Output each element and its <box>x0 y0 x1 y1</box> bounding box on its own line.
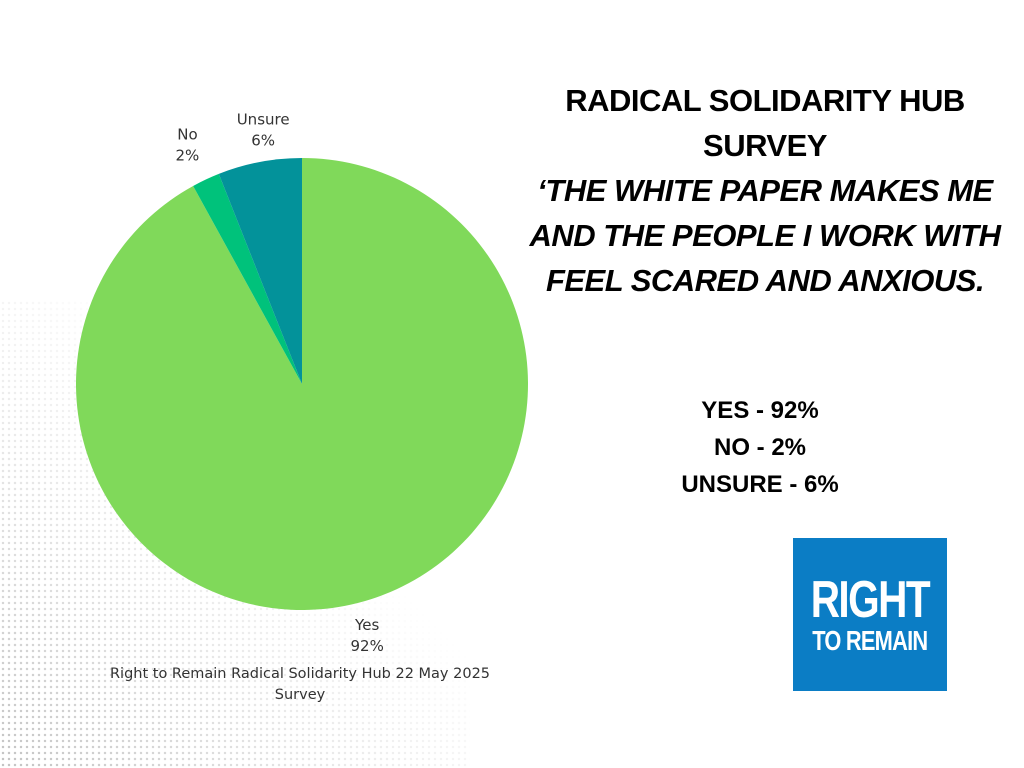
pie-label-unsure: Unsure 6% <box>237 110 290 149</box>
headline-hub-title: RADICAL SOLIDARITY HUB SURVEY <box>565 83 965 163</box>
pie-label-category: No <box>177 125 197 143</box>
pie-label-percent: 2% <box>176 146 200 164</box>
results-summary: YES - 92% NO - 2% UNSURE - 6% <box>610 392 910 503</box>
logo-line-1: RIGHT <box>810 570 931 629</box>
result-yes: YES - 92% <box>701 397 819 424</box>
pie-label-percent: 6% <box>251 131 275 149</box>
headline: RADICAL SOLIDARITY HUB SURVEY ‘THE WHITE… <box>520 78 1010 303</box>
pie-label-category: Unsure <box>237 110 290 128</box>
pie-chart: Yes 92% No 2% Unsure 6% <box>76 110 529 655</box>
right-to-remain-logo: RIGHT TO REMAIN <box>793 538 947 691</box>
pie-label-percent: 92% <box>350 637 383 655</box>
logo-line-2: TO REMAIN <box>812 624 928 656</box>
pie-label-category: Yes <box>354 616 379 634</box>
pie-label-no: No 2% <box>176 125 200 164</box>
pie-slice-unsure <box>218 158 302 384</box>
result-no: NO - 2% <box>713 434 806 461</box>
pie-slice-no <box>193 173 302 384</box>
headline-quote: ‘THE WHITE PAPER MAKES ME AND THE PEOPLE… <box>529 173 1001 298</box>
result-unsure: UNSURE - 6% <box>681 471 839 498</box>
chart-caption: Right to Remain Radical Solidarity Hub 2… <box>109 666 491 703</box>
pie-label-yes: Yes 92% <box>350 616 383 655</box>
